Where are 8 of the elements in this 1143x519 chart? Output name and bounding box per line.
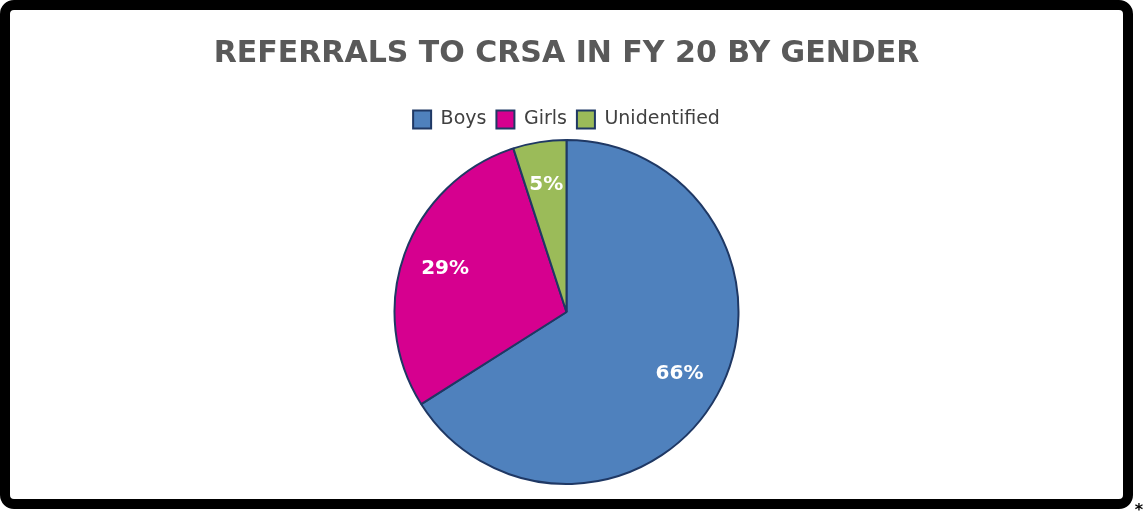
legend-label: Girls	[523, 106, 567, 129]
chart-title: REFERRALS TO CRSA IN FY 20 BY GENDER	[213, 33, 920, 69]
data-label: 29%	[421, 254, 470, 279]
legend-label: Boys	[440, 106, 487, 129]
data-label: 5%	[529, 170, 564, 195]
data-label: 66%	[655, 360, 704, 385]
text: *	[1134, 500, 1143, 519]
legend-label: Unidentified	[604, 106, 720, 129]
